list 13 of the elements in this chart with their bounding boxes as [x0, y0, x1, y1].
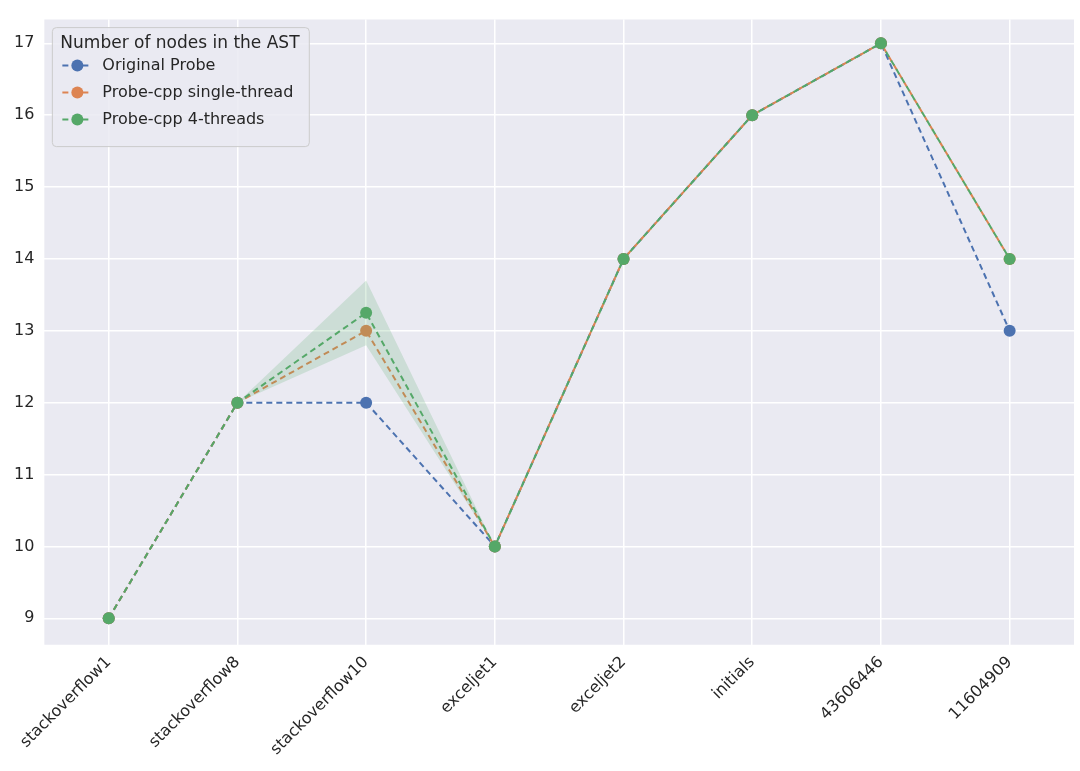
- legend-label: Probe-cpp 4-threads: [102, 108, 265, 128]
- y-tick-label: 16: [14, 104, 35, 124]
- y-tick-label: 12: [14, 391, 35, 411]
- y-tick-label: 11: [14, 463, 35, 483]
- legend-label: Probe-cpp single-thread: [102, 81, 294, 101]
- legend-label: Original Probe: [102, 54, 216, 74]
- y-tick-label: 15: [14, 176, 35, 196]
- y-tick-label: 13: [14, 319, 35, 339]
- y-tick-label: 17: [14, 32, 35, 52]
- y-tick-label: 10: [14, 535, 35, 555]
- legend-title: Number of nodes in the AST: [60, 32, 301, 53]
- y-tick-label: 14: [14, 248, 35, 268]
- y-tick-label: 9: [24, 607, 35, 627]
